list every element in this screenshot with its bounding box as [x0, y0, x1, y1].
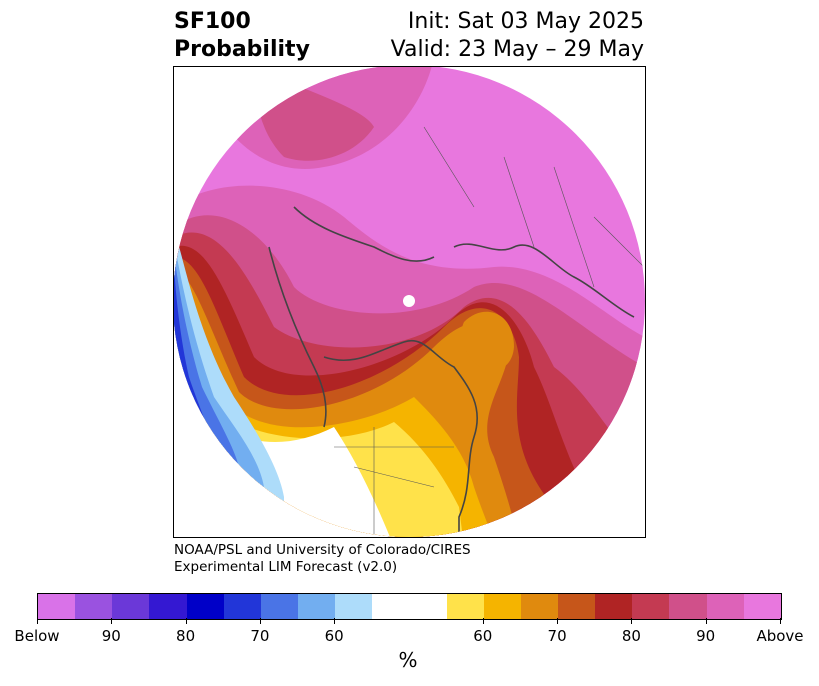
title-variable: SF100 — [174, 9, 251, 34]
map-title-left: SF100 Probability — [174, 8, 310, 64]
colorbar-segment — [186, 594, 224, 619]
coast-pacific — [268, 246, 327, 428]
colorbar-tick-label: Below — [14, 627, 60, 645]
colorbar-segment — [669, 594, 707, 619]
colorbar-segment — [223, 594, 261, 619]
border-lines — [334, 126, 645, 537]
colorbar-segment — [260, 594, 298, 619]
colorbar-segment — [706, 594, 744, 619]
colorbar-segment — [557, 594, 596, 619]
colorbar-segment — [595, 594, 633, 619]
colorbar-tick — [111, 618, 113, 624]
colorbar-segment — [149, 594, 187, 619]
colorbar-tick-label: Above — [756, 627, 804, 645]
colorbar-tick-label: 70 — [547, 627, 567, 645]
north-pole-marker — [403, 295, 415, 307]
colorbar-segment — [335, 594, 373, 619]
colorbar-segment — [297, 594, 336, 619]
colorbar-segment — [112, 594, 150, 619]
colorbar-tick — [705, 618, 707, 624]
colorbar-segment — [409, 594, 447, 619]
map-panel — [173, 66, 646, 538]
colorbar-tick-label: 70 — [250, 627, 270, 645]
colorbar-segment — [520, 594, 558, 619]
coastlines — [268, 206, 635, 537]
map-title-right: Init: Sat 03 May 2025 Valid: 23 May – 29… — [391, 8, 644, 64]
colorbar-tick-label: 60 — [473, 627, 493, 645]
colorbar-tick — [334, 618, 336, 624]
title-valid-range: Valid: 23 May – 29 May — [390, 37, 644, 62]
colorbar-tick — [557, 618, 559, 624]
coast-asia — [293, 206, 435, 262]
colorbar-segment — [446, 594, 484, 619]
coast-europe — [453, 243, 635, 318]
colorbar-tick-label: 60 — [324, 627, 344, 645]
colorbar-tick — [259, 618, 261, 624]
colorbar-tick — [482, 618, 484, 624]
colorbar-tick-label: 80 — [621, 627, 641, 645]
borders — [334, 126, 645, 537]
colorbar-segment — [372, 594, 410, 619]
colorbar-segment — [632, 594, 670, 619]
colorbar-tick — [37, 618, 38, 624]
colorbar-tick-label: 90 — [696, 627, 716, 645]
field-above-60-core — [461, 311, 514, 371]
colorbar-tick — [185, 618, 187, 624]
credit-line-2: Experimental LIM Forecast (v2.0) — [174, 559, 398, 575]
colorbar-tick-label: 80 — [176, 627, 196, 645]
title-quantity: Probability — [174, 37, 310, 62]
polar-map — [174, 67, 645, 537]
colorbar-segment — [38, 594, 76, 619]
colorbar — [37, 593, 782, 620]
colorbar-tick — [631, 618, 633, 624]
title-init-date: Init: Sat 03 May 2025 — [407, 9, 644, 34]
colorbar-units: % — [398, 648, 418, 672]
coast-north-america — [323, 339, 478, 537]
colorbar-segment — [483, 594, 521, 619]
colorbar-tick — [780, 618, 781, 624]
credit-line-1: NOAA/PSL and University of Colorado/CIRE… — [174, 542, 471, 558]
credit-text: NOAA/PSL and University of Colorado/CIRE… — [174, 542, 471, 576]
colorbar-segment — [75, 594, 113, 619]
colorbar-segment — [743, 594, 781, 619]
colorbar-tick-label: 90 — [101, 627, 121, 645]
